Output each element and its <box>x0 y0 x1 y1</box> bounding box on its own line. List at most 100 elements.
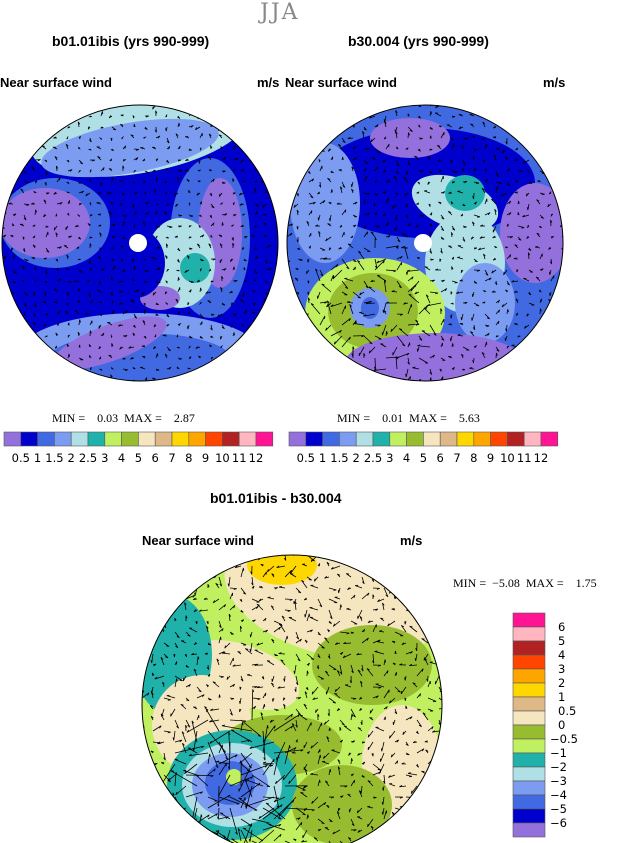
wind-arrow <box>221 181 226 184</box>
colorbar-label: 2 <box>68 451 75 465</box>
wind-arrow <box>291 751 297 754</box>
wind-arrow <box>155 135 161 139</box>
wind-arrow <box>185 719 191 728</box>
wind-arrow <box>199 234 205 238</box>
wind-arrow <box>2 301 3 305</box>
wind-arrow <box>215 830 231 842</box>
wind-arrow <box>110 367 114 370</box>
wind-arrow <box>232 126 237 129</box>
wind-arrow <box>287 286 292 293</box>
wind-arrow <box>119 202 124 206</box>
wind-arrow <box>144 211 149 216</box>
wind-arrow <box>163 642 170 647</box>
wind-arrow <box>56 278 62 282</box>
wind-arrow <box>152 818 156 823</box>
colorbar-box <box>20 431 38 447</box>
wind-arrow <box>350 235 354 239</box>
wind-arrow <box>44 291 47 297</box>
wind-arrow <box>130 356 135 360</box>
wind-arrow <box>22 247 26 252</box>
wind-arrow <box>265 169 268 173</box>
wind-arrow <box>55 258 59 262</box>
colorbar-label: 12 <box>249 451 264 465</box>
wind-arrow <box>67 377 72 381</box>
wind-arrow <box>296 346 300 351</box>
wind-arrow <box>550 312 554 316</box>
wind-arrow <box>8 323 14 327</box>
wind-arrow <box>232 664 242 667</box>
wind-arrow <box>240 719 262 737</box>
wind-arrow <box>31 202 36 205</box>
wind-arrow <box>228 732 231 754</box>
wind-arrow <box>284 609 291 612</box>
wind-arrow <box>242 213 246 216</box>
wind-arrow <box>341 258 350 270</box>
wind-arrow <box>176 379 180 381</box>
wind-arrow <box>205 379 212 381</box>
wind-arrow <box>164 191 168 195</box>
wind-arrow <box>144 269 149 272</box>
wind-arrow <box>251 585 255 589</box>
wind-arrow <box>440 318 445 326</box>
wind-arrow <box>348 752 352 756</box>
wind-arrow <box>389 560 396 567</box>
wind-arrow <box>456 291 464 294</box>
wind-arrow <box>357 752 363 756</box>
wind-arrow <box>293 664 297 674</box>
wind-arrow <box>251 135 256 139</box>
wind-arrow <box>350 594 356 600</box>
wind-arrow <box>132 324 136 328</box>
wind-arrow <box>149 598 154 609</box>
wind-arrow <box>2 181 3 186</box>
wind-arrow <box>429 212 433 216</box>
wind-arrow <box>45 231 49 238</box>
wind-arrow <box>232 137 238 141</box>
colorbar-box <box>512 696 546 712</box>
wind-arrow <box>149 705 154 710</box>
wind-arrow <box>317 563 321 567</box>
wind-arrow <box>295 268 299 271</box>
wind-arrow <box>295 587 302 594</box>
wind-arrow <box>207 555 210 556</box>
wind-arrow <box>440 308 443 315</box>
wind-arrow <box>361 592 370 600</box>
wind-arrow <box>506 111 513 117</box>
wind-arrow <box>561 159 563 163</box>
wind-arrow <box>2 115 3 119</box>
wind-arrow <box>206 625 209 633</box>
wind-arrow <box>451 343 454 348</box>
panel1-left-label: Near surface wind <box>0 75 112 90</box>
wind-arrow <box>484 277 492 282</box>
wind-arrow <box>548 246 552 250</box>
wind-arrow <box>142 785 165 804</box>
wind-arrow <box>78 146 81 150</box>
wind-arrow <box>264 323 268 326</box>
wind-arrow <box>405 774 413 778</box>
wind-arrow <box>379 763 385 773</box>
wind-arrow <box>2 168 4 172</box>
wind-arrow <box>417 148 421 152</box>
wind-arrow <box>119 179 124 183</box>
wind-arrow <box>334 692 341 699</box>
wind-arrow <box>394 796 403 799</box>
wind-arrow <box>318 159 321 163</box>
wind-arrow <box>238 763 253 792</box>
colorbar-box <box>512 612 546 628</box>
wind-arrow <box>130 299 135 304</box>
wind-arrow <box>251 353 256 359</box>
wind-arrow <box>506 309 509 315</box>
wind-arrow <box>385 221 389 227</box>
wind-arrow <box>388 730 396 739</box>
wind-arrow <box>165 126 168 132</box>
wind-arrow <box>122 269 126 272</box>
wind-arrow <box>539 379 542 381</box>
wind-arrow <box>277 686 286 689</box>
wind-arrow <box>334 596 341 600</box>
wind-arrow <box>160 713 165 721</box>
wind-arrow <box>301 840 308 843</box>
wind-arrow <box>363 335 373 345</box>
wind-arrow <box>276 192 278 198</box>
wind-arrow <box>56 365 62 370</box>
wind-arrow <box>273 833 282 842</box>
wind-arrow <box>111 309 115 315</box>
